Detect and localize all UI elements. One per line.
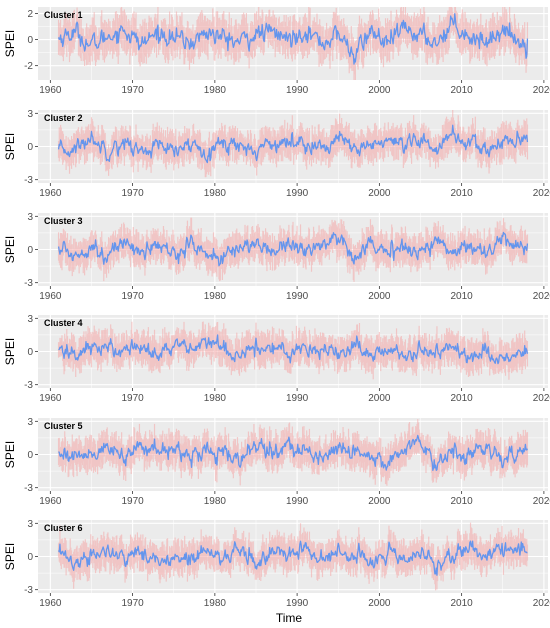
y-tick-label: 0 [27,347,33,358]
x-tick-label: 2010 [451,188,474,199]
x-tick-label: 1990 [286,598,309,609]
x-tick-label: 2020 [533,188,550,199]
series-line [58,334,529,365]
x-tick-label: 1990 [286,496,309,507]
y-tick-label: -3 [24,175,33,186]
y-axis-label: SPEI [3,543,17,570]
x-tick-label: 2000 [368,291,391,302]
x-tick-label: 2010 [451,496,474,507]
panel-6: Cluster 6 3 0 -3 1960 1970 1980 1990 2000 2010 202… [3,519,550,609]
panel-3: Cluster 3 3 0 -3 1960 1970 1980 1990 2000 2010 202… [3,212,550,302]
panel-2: Cluster 2 3 0 -3 1960 1970 1980 1990 2000 2010 202… [3,109,550,199]
x-tick-label: 2020 [533,393,550,404]
series-line [57,13,529,65]
series-line [57,124,529,164]
panel-title: Cluster 1 [44,10,83,20]
series-line [58,434,529,471]
series-line [57,540,528,576]
y-tick-label: -3 [24,278,33,289]
x-tick-label: 1980 [204,188,227,199]
y-tick-label: 2 [27,9,33,20]
x-tick-label: 1980 [204,85,227,96]
x-tick-label: 1980 [204,598,227,609]
x-tick-label: 2010 [451,598,474,609]
x-tick-label: 1980 [204,496,227,507]
series-line [57,231,529,267]
x-tick-label: 1970 [121,291,144,302]
x-tick-label: 1960 [39,598,62,609]
x-tick-label: 1990 [286,85,309,96]
x-tick-label: 1980 [204,291,227,302]
x-tick-label: 1970 [121,393,144,404]
y-tick-label: 0 [27,450,33,461]
panel-title: Cluster 4 [44,318,83,328]
x-tick-label: 2000 [368,496,391,507]
y-axis-label: SPEI [3,133,17,160]
y-tick-label: 0 [27,245,33,256]
panel-title: Cluster 5 [44,421,83,431]
x-tick-label: 1960 [39,188,62,199]
x-tick-label: 2010 [451,85,474,96]
y-tick-label: 3 [27,314,33,325]
y-tick-label: -2 [24,61,33,72]
x-tick-label: 2020 [533,291,550,302]
x-tick-label: 2000 [368,188,391,199]
y-tick-label: 0 [27,35,33,46]
x-tick-label: 2000 [368,598,391,609]
x-axis-label: Time [276,611,303,625]
x-tick-label: 1990 [286,188,309,199]
x-tick-label: 1970 [121,85,144,96]
y-axis-label: SPEI [3,441,17,468]
y-tick-label: 3 [27,109,33,120]
x-tick-label: 1970 [121,496,144,507]
x-tick-label: 1960 [39,393,62,404]
y-axis-label: SPEI [3,236,17,263]
x-tick-label: 1970 [121,598,144,609]
x-tick-label: 2020 [533,598,550,609]
y-tick-label: 3 [27,417,33,428]
x-tick-label: 1960 [39,291,62,302]
x-tick-label: 1970 [121,188,144,199]
y-tick-label: 0 [27,142,33,153]
y-tick-label: 0 [27,552,33,563]
panel-1: Cluster 1 -2 0 2 1960 1970 1980 1990 2000 2010 202… [3,7,550,96]
x-tick-label: 1990 [286,291,309,302]
x-tick-label: 1990 [286,393,309,404]
y-axis-label: SPEI [3,30,17,57]
panel-title: Cluster 2 [44,113,83,123]
y-axis-label: SPEI [3,338,17,365]
y-tick-label: -3 [24,585,33,596]
panel-5: Cluster 5 3 0 -3 1960 1970 1980 1990 2000 2010 202… [3,417,550,507]
x-tick-label: 2020 [533,85,550,96]
x-tick-label: 2010 [451,393,474,404]
y-tick-label: 3 [27,212,33,223]
x-tick-label: 2020 [533,496,550,507]
y-tick-label: -3 [24,483,33,494]
x-tick-label: 1960 [39,496,62,507]
panel-title: Cluster 6 [44,523,83,533]
x-tick-label: 2000 [368,393,391,404]
x-tick-label: 1960 [39,85,62,96]
y-tick-label: 3 [27,519,33,530]
y-tick-label: -3 [24,380,33,391]
x-tick-label: 1980 [204,393,227,404]
panel-4: Cluster 4 3 0 -3 1960 1970 1980 1990 2000 2010 202… [3,314,550,404]
x-tick-label: 2000 [368,85,391,96]
panel-title: Cluster 3 [44,216,83,226]
x-tick-label: 2010 [451,291,474,302]
